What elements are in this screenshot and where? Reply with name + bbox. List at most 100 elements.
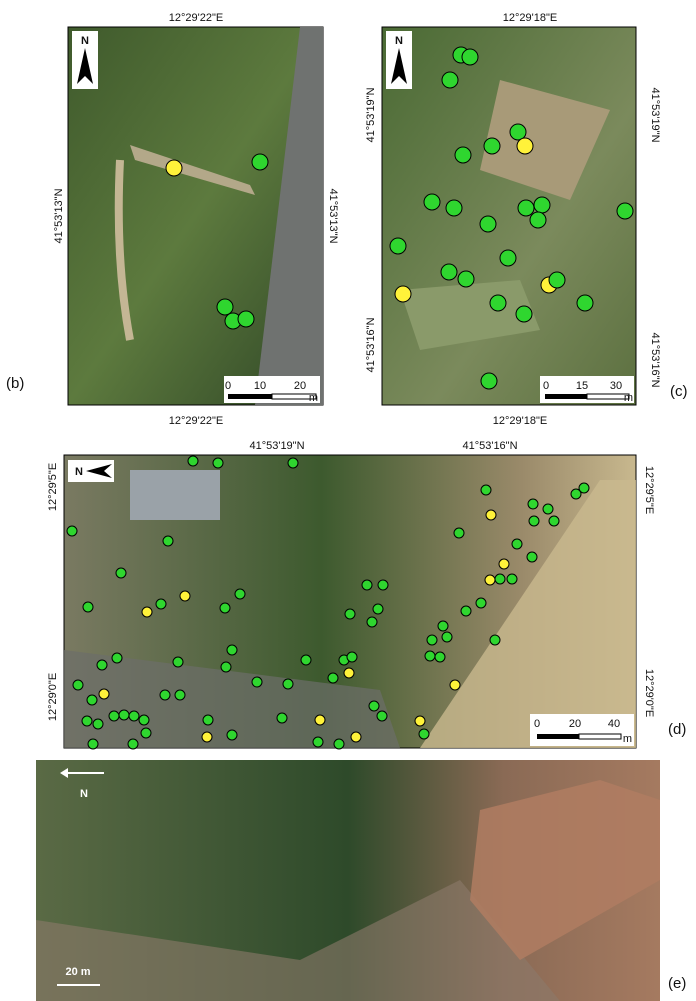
- survey-point: [251, 153, 269, 171]
- survey-point: [426, 634, 438, 646]
- survey-point: [454, 146, 472, 164]
- survey-point: [141, 606, 153, 618]
- scale-bar: [537, 734, 579, 739]
- survey-point: [506, 573, 518, 585]
- scale-label: 0: [225, 380, 231, 392]
- north-label: N: [81, 35, 89, 47]
- survey-point: [128, 710, 140, 722]
- panel-label: (d): [668, 721, 686, 738]
- survey-point: [361, 579, 373, 591]
- survey-point: [201, 731, 213, 743]
- scale-label: 0: [534, 718, 540, 730]
- survey-point: [92, 718, 104, 730]
- survey-point: [344, 608, 356, 620]
- survey-point: [480, 372, 498, 390]
- scale-label: 20: [294, 380, 306, 392]
- survey-point: [517, 199, 535, 217]
- survey-point: [300, 654, 312, 666]
- survey-point: [127, 738, 139, 750]
- survey-point: [414, 715, 426, 727]
- survey-point: [548, 271, 566, 289]
- survey-point: [441, 631, 453, 643]
- survey-point: [98, 688, 110, 700]
- scale-bar: [228, 394, 272, 399]
- survey-point: [527, 498, 539, 510]
- survey-point: [377, 579, 389, 591]
- scale-bar: [586, 393, 630, 400]
- survey-point: [220, 661, 232, 673]
- path: [130, 145, 255, 195]
- coord-label: 41°53'19"N: [365, 87, 377, 142]
- field: [400, 280, 540, 350]
- coord-label: 12°29'22"E: [169, 12, 223, 24]
- survey-point: [165, 159, 183, 177]
- survey-point: [440, 263, 458, 281]
- building: [480, 80, 610, 200]
- scale-unit: m: [624, 392, 633, 404]
- survey-point: [81, 715, 93, 727]
- survey-point: [475, 597, 487, 609]
- scale-label: 30: [610, 380, 622, 392]
- survey-point: [578, 482, 590, 494]
- coord-label: 41°53'19"N: [649, 87, 661, 142]
- survey-point: [282, 678, 294, 690]
- survey-point: [483, 137, 501, 155]
- survey-point: [548, 515, 560, 527]
- north-label: N: [80, 788, 88, 800]
- path: [114, 159, 134, 341]
- buildings: [36, 880, 560, 1001]
- survey-point: [202, 714, 214, 726]
- survey-point: [437, 620, 449, 632]
- survey-point: [489, 294, 507, 312]
- panel-label: (b): [6, 375, 24, 392]
- road: [255, 27, 323, 405]
- scale-label: 15: [576, 380, 588, 392]
- scale-label: 20: [569, 718, 581, 730]
- survey-point: [346, 651, 358, 663]
- survey-point: [226, 644, 238, 656]
- coord-label: 41°53'16"N: [649, 332, 661, 387]
- survey-point: [533, 196, 551, 214]
- north-arrow: [86, 464, 112, 478]
- survey-point: [314, 714, 326, 726]
- scale-label: 20 m: [65, 966, 90, 978]
- survey-point: [366, 616, 378, 628]
- survey-point: [287, 457, 299, 469]
- coord-label: 12°29'5"E: [47, 463, 59, 511]
- survey-point: [115, 567, 127, 579]
- survey-point: [234, 588, 246, 600]
- scale-label: 40: [608, 718, 620, 730]
- scale-label: 0: [543, 380, 549, 392]
- survey-point: [155, 598, 167, 610]
- scale-unit: m: [623, 733, 632, 745]
- survey-point: [498, 558, 510, 570]
- coord-label: 12°29'0"E: [643, 669, 655, 717]
- survey-point: [461, 48, 479, 66]
- coord-label: 12°29'22"E: [169, 415, 223, 427]
- survey-point: [511, 538, 523, 550]
- survey-point: [162, 535, 174, 547]
- north-arrow: [60, 768, 68, 778]
- survey-point: [542, 503, 554, 515]
- survey-point: [368, 700, 380, 712]
- scale-label: 10: [254, 380, 266, 392]
- scale-unit: m: [309, 392, 318, 404]
- survey-point: [516, 137, 534, 155]
- survey-point: [460, 605, 472, 617]
- coord-label: 41°53'19"N: [249, 440, 304, 452]
- survey-point: [528, 515, 540, 527]
- survey-point: [172, 656, 184, 668]
- coord-label: 12°29'5"E: [643, 466, 655, 514]
- panel-label: (c): [670, 383, 688, 400]
- survey-point: [489, 634, 501, 646]
- survey-point: [453, 527, 465, 539]
- survey-point: [219, 602, 231, 614]
- survey-point: [343, 667, 355, 679]
- north-arrow: [391, 48, 407, 84]
- building: [470, 780, 660, 960]
- coord-label: 41°53'13"N: [327, 188, 339, 243]
- survey-point: [87, 738, 99, 750]
- panel-b: N 0 10 20 m 12°29'22"E 12°29'22"E 41°53'…: [6, 12, 339, 427]
- north-label: N: [75, 466, 83, 478]
